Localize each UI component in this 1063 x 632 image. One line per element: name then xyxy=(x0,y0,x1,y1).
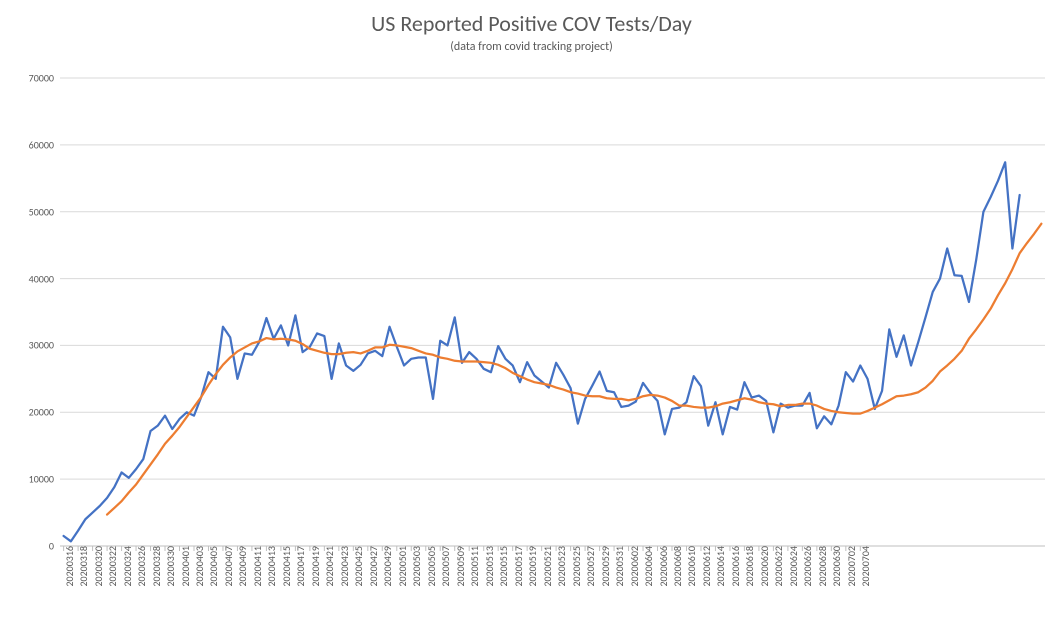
y-tick-label: 10000 xyxy=(29,473,60,486)
plot-area: 0100002000030000400005000060000700002020… xyxy=(60,78,1045,546)
series-daily xyxy=(64,162,1020,541)
x-tick-label: 20200704 xyxy=(855,546,872,587)
y-tick-label: 20000 xyxy=(29,406,60,419)
y-tick-label: 70000 xyxy=(29,72,60,85)
series-moving-average xyxy=(107,224,1041,515)
chart-subtitle: (data from covid tracking project) xyxy=(0,40,1063,54)
chart-svg xyxy=(60,78,1045,546)
chart-title: US Reported Positive COV Tests/Day xyxy=(0,10,1063,37)
y-tick-label: 60000 xyxy=(29,138,60,151)
y-tick-label: 50000 xyxy=(29,205,60,218)
chart-container: US Reported Positive COV Tests/Day (data… xyxy=(0,0,1063,632)
y-tick-label: 40000 xyxy=(29,272,60,285)
y-tick-label: 30000 xyxy=(29,339,60,352)
